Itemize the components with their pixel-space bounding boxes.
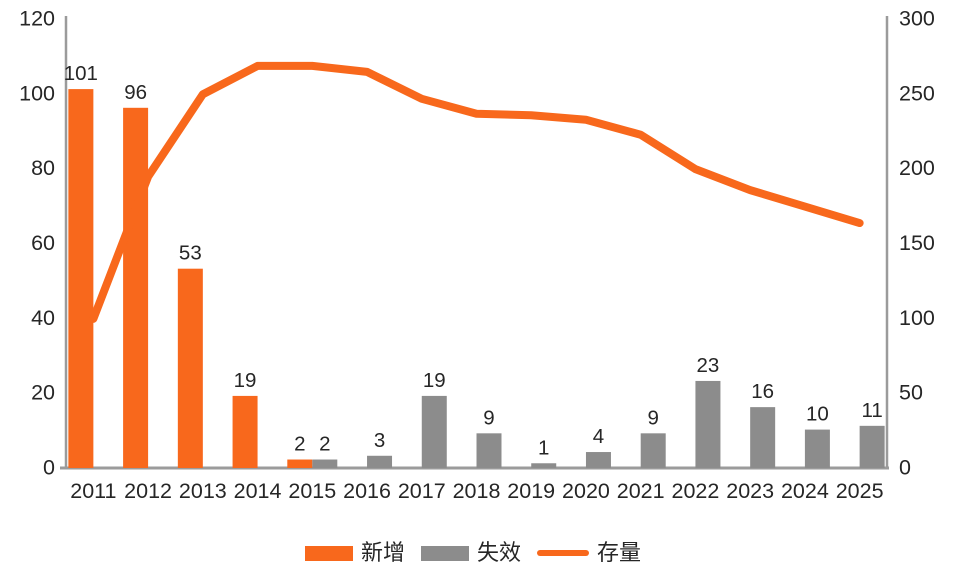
- bar-value-label: 101: [64, 62, 98, 85]
- x-axis-tick-label: 2025: [836, 479, 884, 503]
- right-axis-tick-label: 150: [899, 231, 935, 255]
- left-axis-tick-label: 120: [19, 7, 55, 31]
- new-bar-2011: [68, 89, 94, 468]
- expired-bar-2022: [695, 380, 721, 468]
- expired-bar-2023: [750, 407, 776, 468]
- x-axis-tick-label: 2012: [124, 479, 172, 503]
- right-axis-tick-label: 0: [899, 456, 911, 480]
- x-axis-tick-label: 2024: [781, 479, 829, 503]
- stock-line: [89, 61, 864, 323]
- x-axis-tick-label: 2022: [672, 479, 720, 503]
- x-axis-tick-label: 2020: [562, 479, 610, 503]
- left-axis-tick-label: 60: [31, 231, 55, 255]
- new-bar-2014: [232, 395, 258, 468]
- legend-label-expired: 失效: [476, 540, 521, 565]
- bar-value-label: 3: [374, 429, 385, 452]
- bar-value-label: 9: [483, 406, 494, 429]
- left-axis-tick-label: 20: [31, 381, 55, 405]
- bar-value-label: 53: [179, 242, 202, 265]
- bar-value-label: 4: [593, 425, 604, 448]
- left-axis-tick-label: 80: [31, 156, 55, 180]
- bar-value-label: 2: [319, 433, 330, 456]
- x-axis-tick-label: 2016: [343, 479, 391, 503]
- expired-bar-2020: [585, 452, 611, 468]
- bar-value-label: 9: [647, 406, 658, 429]
- left-axis-tick-label: 0: [43, 456, 55, 480]
- x-axis-tick-label: 2017: [398, 479, 446, 503]
- expired-bar-2025: [859, 425, 885, 468]
- expired-bar-2017: [421, 395, 447, 468]
- new-bar-2012: [123, 107, 149, 469]
- expired-bar-2024: [804, 429, 830, 468]
- x-axis-tick-label: 2011: [70, 479, 116, 503]
- expired-bar-2021: [640, 433, 666, 468]
- bar-value-label: 11: [861, 399, 882, 422]
- right-axis-tick-label: 250: [899, 81, 935, 105]
- x-axis-tick-label: 2021: [617, 479, 665, 503]
- bar-value-label: 19: [423, 369, 446, 392]
- x-axis-tick-label: 2013: [179, 479, 227, 503]
- bar-value-label: 2: [294, 433, 305, 456]
- x-axis-tick-label: 2018: [453, 479, 501, 503]
- chart-legend: 新增 失效 存量: [0, 539, 954, 567]
- bar-value-label: 23: [697, 354, 720, 377]
- combo-chart: 0 20 40 60 80 100 120 0 50 100 150 200 250 300 2011 201…: [19, 7, 935, 504]
- x-axis-tick-label: 2015: [288, 479, 336, 503]
- legend-swatch-expired-icon: [420, 545, 469, 561]
- legend-swatch-stock-icon: [537, 550, 589, 556]
- new-bar-2013: [177, 268, 203, 468]
- x-axis-tick-label: 2023: [726, 479, 774, 503]
- bar-value-label: 10: [806, 403, 829, 426]
- x-axis-tick-label: 2019: [507, 479, 555, 503]
- x-axis-tick-label: 2014: [234, 479, 282, 503]
- expired-bar-2015: [312, 459, 338, 468]
- expired-bar-2019: [531, 463, 557, 468]
- bar-value-label: 96: [124, 81, 147, 104]
- bar-value-label: 16: [751, 380, 774, 403]
- bar-value-label: 1: [538, 436, 549, 459]
- legend-label-new: 新增: [360, 540, 405, 565]
- left-axis-tick-label: 100: [19, 81, 55, 105]
- expired-bar-2016: [367, 455, 393, 468]
- left-axis-tick-label: 40: [31, 306, 55, 330]
- right-axis-tick-label: 50: [899, 381, 923, 405]
- right-axis-tick-label: 200: [899, 156, 935, 180]
- legend-label-stock: 存量: [597, 540, 642, 565]
- new-bar-2015: [287, 459, 313, 468]
- legend-swatch-new-icon: [304, 545, 353, 561]
- right-axis-tick-label: 300: [899, 7, 935, 31]
- right-axis-tick-label: 100: [899, 306, 935, 330]
- bar-value-label: 19: [234, 369, 257, 392]
- expired-bar-2018: [476, 433, 502, 468]
